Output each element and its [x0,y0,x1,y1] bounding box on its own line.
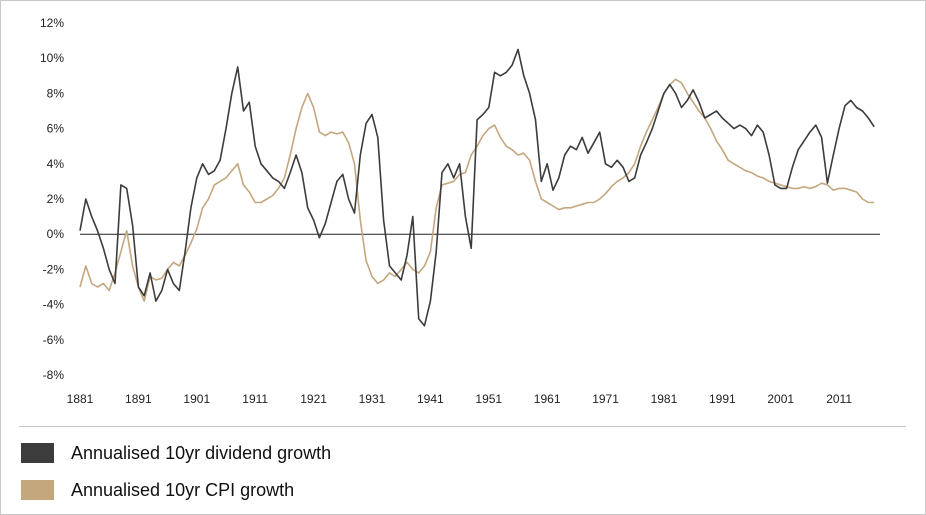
y-tick-label: 6% [47,122,65,136]
x-tick-label: 1981 [651,392,678,406]
x-tick-label: 2011 [826,392,852,406]
y-tick-label: -8% [43,368,65,382]
series-line-cpi-growth [79,78,875,302]
x-tick-label: 1951 [475,392,502,406]
y-tick-label: 2% [47,192,65,206]
x-tick-label: 1941 [417,392,444,406]
y-tick-label: -6% [43,333,65,347]
legend-divider [19,426,906,427]
y-tick-label: 4% [47,157,65,171]
series-layer [79,48,875,327]
x-tick-label: 1931 [359,392,386,406]
series-line-dividend-growth [79,48,875,327]
y-tick-label: 10% [40,51,64,65]
x-tick-label: 2001 [767,392,794,406]
y-tick-label: -4% [43,298,65,312]
y-tick-label: 8% [47,86,65,100]
x-tick-label: 1961 [534,392,561,406]
legend-label-cpi: Annualised 10yr CPI growth [71,479,295,500]
y-tick-label: 0% [47,227,65,241]
y-axis: 12% 10% 8% 6% 4% 2% 0% -2% -4% -6% -8% [40,16,64,382]
x-tick-label: 1911 [242,392,268,406]
legend-item-dividend: Annualised 10yr dividend growth [21,443,331,463]
x-tick-label: 1991 [709,392,736,406]
y-tick-label: 12% [40,16,64,30]
legend-swatch-dividend [21,443,54,463]
legend-swatch-cpi [21,480,54,500]
x-tick-label: 1901 [183,392,210,406]
y-tick-label: -2% [43,262,65,276]
x-tick-label: 1891 [125,392,152,406]
x-tick-label: 1971 [592,392,619,406]
x-axis: 1881 1891 1901 1911 1921 1931 1941 1951 1961 1971… [67,392,853,406]
x-tick-label: 1921 [300,392,327,406]
legend-item-cpi: Annualised 10yr CPI growth [21,480,294,500]
legend-label-dividend: Annualised 10yr dividend growth [71,442,332,463]
x-tick-label: 1881 [67,392,94,406]
line-chart: 12% 10% 8% 6% 4% 2% 0% -2% -4% -6% -8% 1881 1891 190… [40,16,880,406]
